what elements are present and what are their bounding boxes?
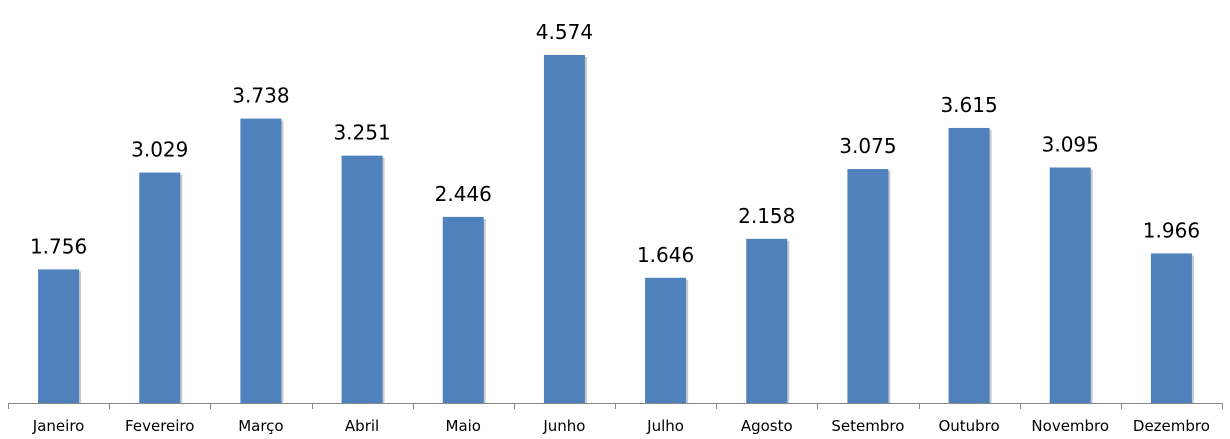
x-tick-label: Junho — [542, 417, 585, 435]
bar-novembro — [1049, 167, 1091, 403]
data-label: 3.075 — [839, 134, 896, 158]
x-tick-label: Julho — [646, 417, 684, 435]
data-label: 1.756 — [30, 234, 87, 258]
bar-maio — [442, 216, 484, 403]
bar-maro — [240, 118, 282, 403]
x-tick-label: Fevereiro — [125, 417, 194, 435]
data-label: 3.251 — [333, 121, 390, 145]
data-label: 2.446 — [435, 182, 492, 206]
bar-fevereiro — [139, 172, 181, 403]
x-tick-label: Março — [238, 417, 283, 435]
bars-layer — [38, 55, 1194, 403]
data-label: 3.095 — [1042, 133, 1099, 157]
x-tick-label: Setembro — [831, 417, 904, 435]
bar-junho — [543, 55, 585, 403]
x-axis-ticks — [8, 403, 1223, 409]
data-label: 4.574 — [536, 20, 593, 44]
bar-outubro — [948, 127, 990, 403]
bar-abril — [341, 155, 383, 403]
data-label: 3.738 — [232, 84, 289, 108]
bar-agosto — [746, 238, 788, 403]
x-tick-label: Abril — [345, 417, 379, 435]
x-tick-label: Agosto — [741, 417, 793, 435]
x-tick-label: Maio — [446, 417, 481, 435]
x-tick-label: Novembro — [1031, 417, 1109, 435]
data-label: 1.966 — [1143, 218, 1200, 242]
bar-janeiro — [38, 269, 80, 403]
data-label: 3.029 — [131, 138, 188, 162]
x-tick-label: Outubro — [938, 417, 999, 435]
bar-julho — [645, 277, 687, 403]
bar-dezembro — [1150, 253, 1192, 403]
x-axis-labels: Janeiro Fevereiro Março Abril Maio Junho Julho… — [32, 417, 1210, 435]
x-tick-label: Dezembro — [1133, 417, 1210, 435]
bar-setembro — [847, 169, 889, 403]
x-tick-label: Janeiro — [32, 417, 85, 435]
data-label: 1.646 — [637, 243, 694, 267]
data-label: 3.615 — [940, 93, 997, 117]
data-label: 2.158 — [738, 204, 795, 228]
data-labels-layer: 1.756 3.029 3.738 3.251 2.446 4.574 1.646 2.158… — [30, 20, 1200, 267]
